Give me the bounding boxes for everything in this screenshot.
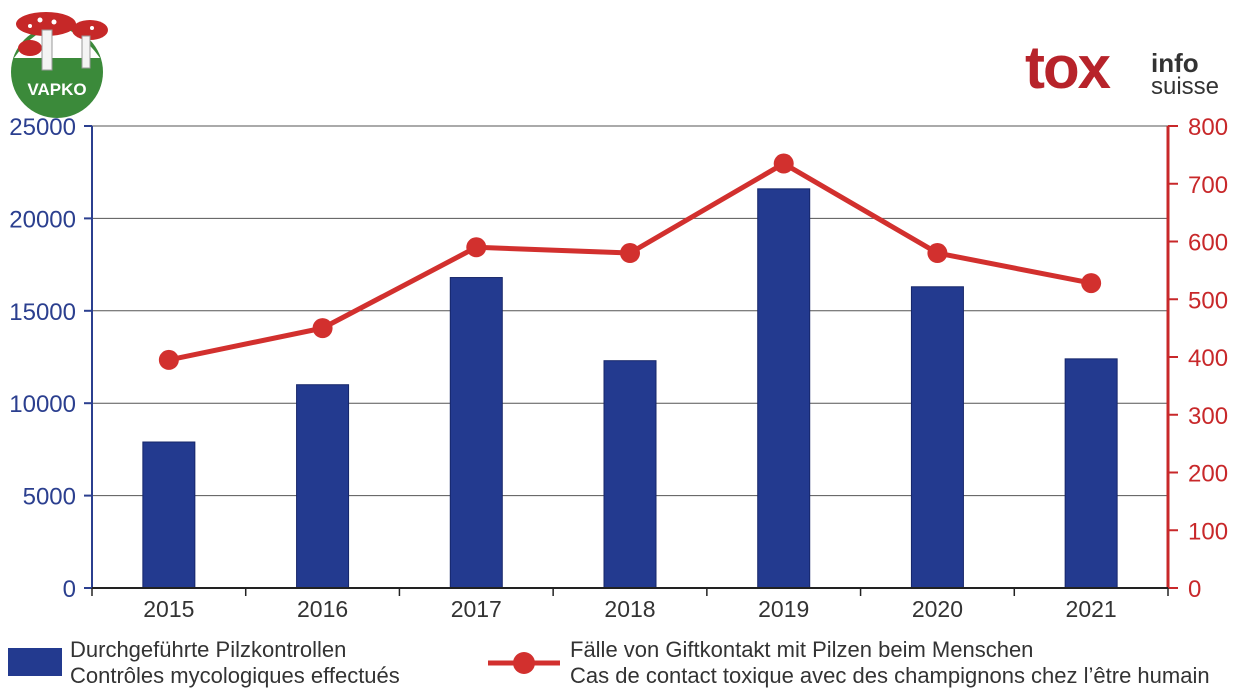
legend-bar-swatch <box>8 648 62 676</box>
tick-labels: 0 5000 10000 15000 20000 25000 0 100 200 300 400 50… <box>9 114 1228 622</box>
legend-bar-label-fr: Contrôles mycologiques effectués <box>70 663 400 688</box>
vapko-logo: VAPKO <box>11 12 108 118</box>
bar <box>449 277 503 589</box>
x-tick-label: 2019 <box>758 596 809 622</box>
bar <box>757 188 811 589</box>
legend: Durchgeführte Pilzkontrollen Contrôles m… <box>8 637 1210 688</box>
left-tick-label: 15000 <box>9 299 76 326</box>
left-tick-label: 25000 <box>9 114 76 141</box>
info-logo-text: info <box>1151 48 1199 78</box>
x-tick-label: 2018 <box>604 596 655 622</box>
line-series <box>158 153 1102 370</box>
bar-series <box>142 188 1118 589</box>
right-tick-label: 200 <box>1188 461 1228 488</box>
right-tick-label: 400 <box>1188 345 1228 372</box>
line-point <box>620 243 640 264</box>
left-tick-label: 0 <box>63 576 76 603</box>
bar <box>142 441 196 589</box>
x-tick-label: 2020 <box>912 596 963 622</box>
bar <box>296 384 350 589</box>
left-tick-label: 5000 <box>23 484 76 511</box>
left-tick-label: 20000 <box>9 206 76 233</box>
axes <box>84 125 1178 596</box>
legend-line-label-fr: Cas de contact toxique avec des champign… <box>570 663 1210 688</box>
right-tick-label: 500 <box>1188 287 1228 314</box>
bar <box>910 286 964 589</box>
tox-info-suisse-logo: tox info suisse <box>1025 34 1219 101</box>
tox-logo-text: tox <box>1025 34 1111 101</box>
line-point <box>158 349 179 370</box>
x-tick-label: 2017 <box>451 596 502 622</box>
right-tick-label: 100 <box>1188 518 1228 545</box>
right-tick-label: 600 <box>1188 230 1228 257</box>
x-tick-label: 2021 <box>1066 596 1117 622</box>
legend-bar-label-de: Durchgeführte Pilzkontrollen <box>70 637 346 662</box>
line-point <box>1081 273 1102 294</box>
right-tick-label: 0 <box>1188 576 1201 603</box>
bar <box>1064 358 1118 589</box>
suisse-logo-text: suisse <box>1151 73 1219 100</box>
legend-line-label-de: Fälle von Giftkontakt mit Pilzen beim Me… <box>570 637 1033 662</box>
right-tick-label: 700 <box>1188 172 1228 199</box>
x-tick-label: 2016 <box>297 596 348 622</box>
bar <box>603 360 657 589</box>
right-tick-label: 800 <box>1188 114 1228 141</box>
x-tick-label: 2015 <box>143 596 194 622</box>
vapko-logo-text: VAPKO <box>27 80 86 99</box>
line-point <box>773 153 794 174</box>
right-tick-label: 300 <box>1188 403 1228 430</box>
left-tick-label: 10000 <box>9 391 76 418</box>
line-point <box>466 237 487 258</box>
legend-line-marker <box>513 652 535 674</box>
line-point <box>312 318 333 339</box>
line-point <box>927 243 948 264</box>
